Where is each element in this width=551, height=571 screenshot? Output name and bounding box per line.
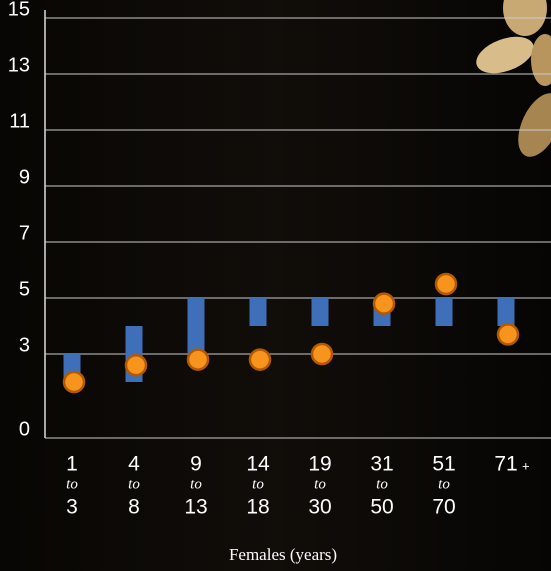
point [124, 353, 148, 377]
point [496, 323, 520, 346]
point [310, 342, 334, 366]
x-tick-label: to [128, 476, 140, 492]
x-tick-label: 9 [190, 453, 202, 476]
x-tick-label: 13 [184, 496, 207, 519]
x-axis-label: Females (years) [229, 545, 337, 564]
x-tick-label: to [66, 476, 78, 492]
range-bar [435, 298, 453, 326]
x-tick-label: 1 [66, 453, 78, 476]
x-tick-label: 31 [370, 453, 393, 476]
x-tick-label: to [252, 476, 264, 492]
point [248, 348, 272, 371]
x-tick-label: 3 [66, 496, 78, 519]
y-tick-label: 11 [9, 110, 30, 132]
point [186, 348, 210, 371]
point [62, 370, 86, 394]
x-tick-label: 18 [246, 496, 269, 519]
x-tick-label: 14 [246, 453, 270, 476]
range-bar [249, 298, 267, 326]
y-tick-label: 15 [8, 0, 30, 20]
x-tick-label: 50 [370, 496, 393, 519]
range-bar [311, 298, 329, 326]
x-tick-label: 30 [308, 496, 331, 519]
x-tick-label: 71 [494, 453, 517, 476]
y-tick-label: 5 [19, 278, 30, 300]
y-tick-label: 0 [19, 418, 30, 440]
x-tick-label: to [314, 476, 326, 492]
y-tick-label: 13 [8, 54, 30, 76]
x-tick-label: 4 [128, 453, 140, 476]
x-tick-label: 51 [432, 453, 455, 476]
y-tick-label: 3 [19, 334, 30, 356]
x-tick-label: 70 [432, 496, 455, 519]
x-tick-label: + [522, 458, 530, 473]
x-tick-label: 8 [128, 496, 140, 519]
point [372, 292, 396, 315]
x-tick-label: to [190, 476, 202, 492]
range-bar [497, 298, 515, 326]
y-tick-label: 7 [19, 222, 30, 244]
x-tick-label: to [438, 476, 450, 492]
y-tick-label: 9 [19, 166, 30, 188]
range-bar [187, 298, 205, 354]
x-tick-label: 19 [308, 453, 331, 476]
point [434, 272, 458, 296]
x-tick-label: to [376, 476, 388, 492]
